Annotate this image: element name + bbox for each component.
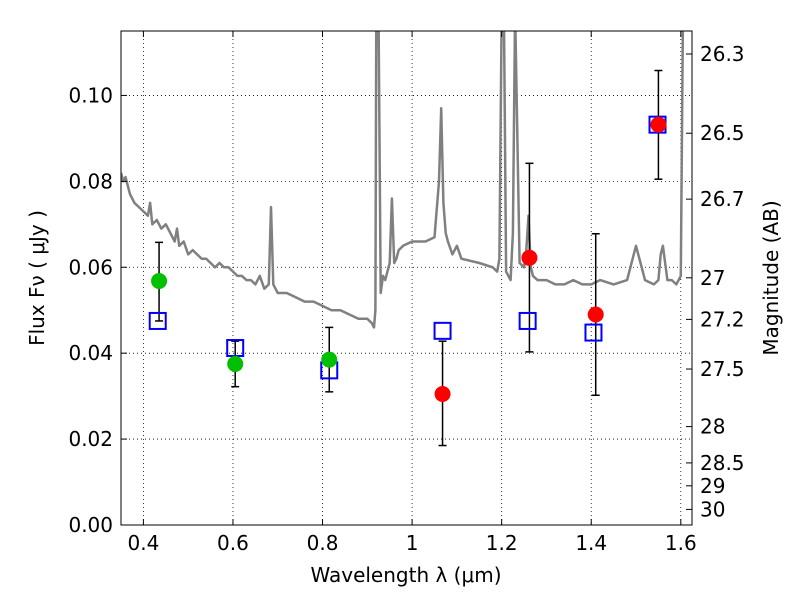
data-point [321,351,338,368]
data-point [151,273,168,290]
y-axis-ticks: 0.00 0.02 0.04 0.06 0.08 0.10 [68,83,127,537]
x-tick-label: 0.8 [307,531,339,555]
model-square [148,311,167,330]
data-point [521,249,538,266]
data-points [151,116,667,402]
data-point [650,116,667,133]
mag-tick-label: 27.5 [700,357,745,381]
mag-tick-label: 26.7 [700,187,745,211]
spectrum-line [121,31,685,329]
x-tick-label: 1.6 [665,531,697,555]
y-tick-label: 0.04 [68,341,113,365]
x-tick-label: 1.2 [486,531,518,555]
model-square [584,323,603,342]
y-tick-label: 0.00 [68,513,113,537]
data-point [587,306,604,323]
mag-tick-label: 26.3 [700,42,745,66]
model-square [518,311,537,330]
x-axis-label: Wavelength λ (μm) [310,563,501,587]
mag-tick-label: 27.2 [700,307,745,331]
x-tick-label: 1 [406,531,419,555]
y-tick-label: 0.06 [68,255,113,279]
mag-tick-label: 28 [700,415,725,439]
data-point [227,355,244,372]
mag-tick-label: 26.5 [700,121,745,145]
x-axis-ticks: 0.4 0.6 0.8 1 1.2 1.4 1.6 [127,31,697,555]
y-tick-label: 0.02 [68,427,113,451]
y-tick-label: 0.10 [68,83,113,107]
spectrum-curve [121,31,685,329]
x-tick-label: 0.6 [217,531,249,555]
magnitude-axis-label: Magnitude (AB) [759,200,783,355]
x-tick-label: 0.4 [127,531,159,555]
y-axis-label: Flux Fν ( μJy ) [25,210,49,346]
mag-tick-label: 28.5 [700,451,745,475]
data-point [434,385,451,402]
mag-tick-label: 29 [700,474,725,498]
model-square [433,321,452,340]
y-tick-label: 0.08 [68,169,113,193]
mag-tick-label: 30 [700,497,725,521]
plot-background [121,31,692,525]
x-tick-label: 1.4 [575,531,607,555]
mag-tick-label: 27 [700,266,725,290]
